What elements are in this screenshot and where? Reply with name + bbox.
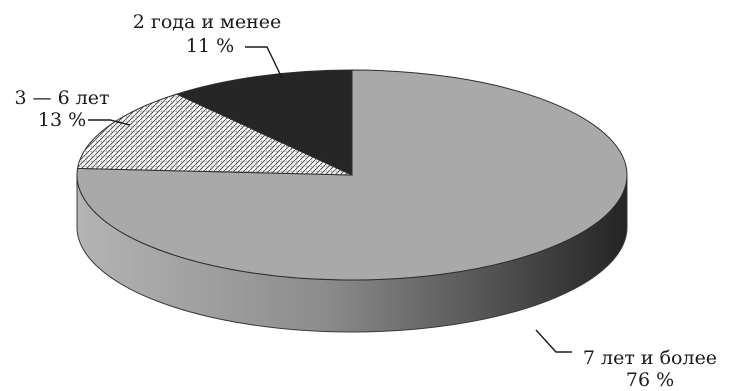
pie-slice-7-let-i-bolee [76, 69, 628, 281]
label-2-goda-value: 11 % [186, 35, 234, 57]
label-7-let-category: 7 лет и более [583, 347, 717, 369]
label-7-let-value: 76 % [626, 369, 674, 391]
label-3-6-let-category: 3 — 6 лет [14, 87, 109, 109]
pie-slice-2-goda-i-menee [175, 69, 353, 176]
leader-7-let [535, 329, 572, 353]
label-2-goda-category: 2 года и менее [133, 11, 281, 33]
pie-slice-3-6-let [76, 93, 353, 176]
leader-lines [88, 46, 572, 353]
leader-2-goda [245, 46, 283, 79]
pie-top-layer [76, 69, 628, 281]
label-3-6-let-value: 13 % [38, 109, 86, 131]
leader-3-6-let [88, 119, 131, 126]
